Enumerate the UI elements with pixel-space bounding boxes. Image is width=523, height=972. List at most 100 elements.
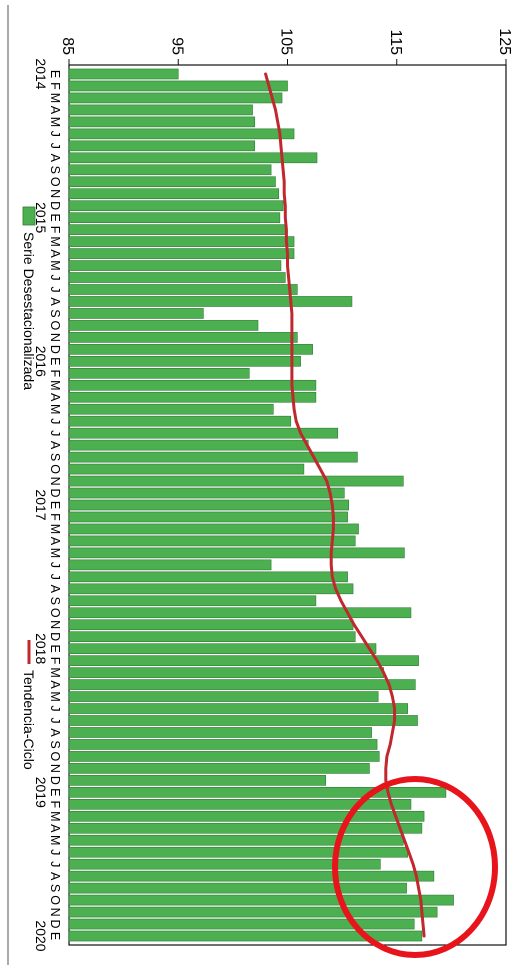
month-label: J (48, 717, 62, 723)
month-label: A (48, 872, 62, 881)
trend-cycle-line (264, 72, 426, 938)
bar (68, 906, 438, 918)
month-label: M (48, 260, 62, 270)
month-label: E (48, 214, 62, 222)
bar (68, 643, 377, 655)
bar (68, 140, 256, 152)
bar (68, 92, 283, 104)
y-tick-label-2: 105 (278, 28, 295, 55)
bar (68, 367, 250, 379)
bar (68, 80, 288, 92)
bar (68, 104, 253, 116)
month-label: N (48, 477, 62, 486)
month-label: O (48, 608, 62, 618)
bar (68, 583, 354, 595)
bar (68, 523, 359, 535)
bar (68, 152, 318, 164)
month-label: J (48, 143, 62, 149)
bar (68, 296, 353, 307)
bar (68, 667, 384, 678)
month-label: M (48, 835, 62, 845)
month-label: E (48, 501, 62, 509)
y-tick-label-1: 95 (168, 37, 185, 55)
bar (68, 691, 379, 702)
bar (68, 894, 454, 906)
month-label: A (48, 393, 62, 402)
bar (68, 535, 356, 547)
bar (68, 308, 204, 319)
bar (68, 236, 295, 247)
month-labels: EFMAMJJASONDEFMAMJJASONDEFMAMJJASONDEFMA… (48, 70, 62, 940)
month-label: A (48, 585, 62, 594)
bar (68, 427, 339, 439)
month-label: E (48, 357, 62, 365)
bar (68, 547, 405, 559)
legend-label-bars: Serie Desestacionalizada (21, 232, 37, 390)
bar (68, 344, 313, 355)
legend-swatch-bars (22, 206, 36, 226)
month-label: J (48, 286, 62, 292)
month-label: E (48, 70, 62, 78)
highlight-ellipse (332, 776, 498, 958)
month-label: J (48, 562, 62, 568)
month-label: D (48, 776, 62, 785)
year-label-2018: 2018 (33, 633, 49, 664)
month-label: S (48, 166, 62, 174)
bar (68, 224, 286, 235)
month-label: E (48, 788, 62, 796)
year-label-2020: 2020 (33, 920, 49, 951)
month-label: F (48, 369, 62, 377)
month-label: A (48, 728, 62, 737)
month-label: F (48, 226, 62, 234)
bar (68, 858, 381, 870)
month-label: J (48, 131, 62, 137)
legend-label-line: Tendencia-Ciclo (21, 670, 37, 770)
bar (68, 439, 309, 451)
bar (68, 882, 407, 894)
month-label: A (48, 154, 62, 163)
month-label: S (48, 597, 62, 605)
month-label: M (48, 404, 62, 414)
bar (68, 798, 412, 810)
month-label: E (48, 932, 62, 940)
month-label: O (48, 464, 62, 474)
bar (68, 559, 272, 571)
bar (68, 487, 345, 499)
month-label: M (48, 811, 62, 821)
month-label: D (48, 632, 62, 641)
month-label: J (48, 861, 62, 867)
bar (68, 355, 301, 367)
month-label: O (48, 321, 62, 331)
month-label: J (48, 418, 62, 424)
month-label: A (48, 680, 62, 689)
bar (68, 284, 298, 295)
bar (68, 499, 349, 511)
y-tick-marks (68, 59, 507, 65)
bar (68, 607, 412, 619)
year-label-2014: 2014 (33, 58, 49, 89)
bar (68, 391, 317, 403)
month-label: M (48, 524, 62, 534)
month-label: M (48, 236, 62, 246)
month-label: S (48, 740, 62, 748)
month-label: J (48, 849, 62, 855)
month-label: F (48, 800, 62, 808)
y-tick-labels: 85 95 105 115 125 (59, 28, 513, 55)
month-label: N (48, 333, 62, 342)
month-label: J (48, 574, 62, 580)
bar (68, 320, 259, 331)
year-labels: 2014 2015 2016 2017 2018 2019 2020 (33, 58, 49, 951)
bar (68, 463, 305, 475)
month-label: O (48, 895, 62, 905)
month-label: M (48, 380, 62, 390)
year-label-2016: 2016 (33, 346, 49, 377)
month-label: A (48, 297, 62, 306)
bar (68, 870, 435, 882)
bar (68, 930, 423, 942)
bar (68, 787, 447, 798)
bar (68, 451, 358, 463)
bar (68, 715, 418, 726)
month-label: D (48, 345, 62, 354)
bar (68, 846, 408, 858)
